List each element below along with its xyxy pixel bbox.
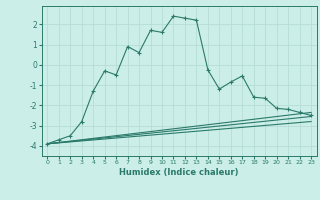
X-axis label: Humidex (Indice chaleur): Humidex (Indice chaleur) — [119, 168, 239, 177]
